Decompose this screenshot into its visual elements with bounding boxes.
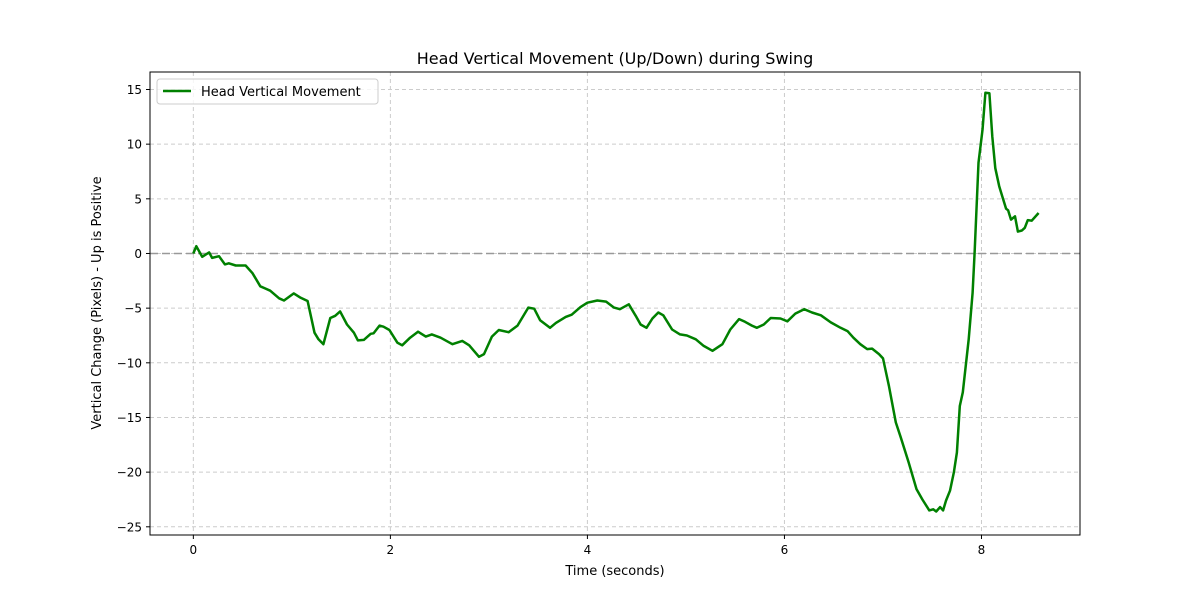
y-axis-label: Vertical Change (Pixels) - Up is Positiv… — [90, 176, 105, 429]
plot-frame — [149, 71, 1081, 536]
y-tick-label: 15 — [127, 83, 142, 97]
y-tick-label: 0 — [134, 247, 142, 261]
legend: Head Vertical Movement — [156, 78, 379, 105]
chart-title: Head Vertical Movement (Up/Down) during … — [417, 49, 814, 68]
y-tick-label: −15 — [117, 411, 142, 425]
y-axis: −25 −20 −15 −10 −5 0 5 10 15 — [117, 83, 150, 534]
legend-box — [156, 78, 379, 105]
x-tick-label: 8 — [978, 543, 986, 557]
y-tick-label: −10 — [117, 356, 142, 370]
y-tick-label: −5 — [124, 302, 142, 316]
y-tick-label: −20 — [117, 466, 142, 480]
x-axis-label: Time (seconds) — [564, 564, 664, 579]
y-tick-label: 10 — [127, 138, 142, 152]
series-group — [192, 91, 1040, 513]
x-tick-label: 6 — [781, 543, 789, 557]
x-tick-label: 2 — [387, 543, 395, 557]
y-tick-label: 5 — [134, 192, 142, 206]
x-tick-label: 4 — [584, 543, 592, 557]
y-tick-label: −25 — [117, 520, 142, 534]
legend-label: Head Vertical Movement — [201, 85, 361, 100]
x-axis: 0 2 4 6 8 — [190, 535, 986, 557]
series-line-head-vertical-movement — [192, 91, 1040, 513]
x-tick-label: 0 — [190, 543, 198, 557]
